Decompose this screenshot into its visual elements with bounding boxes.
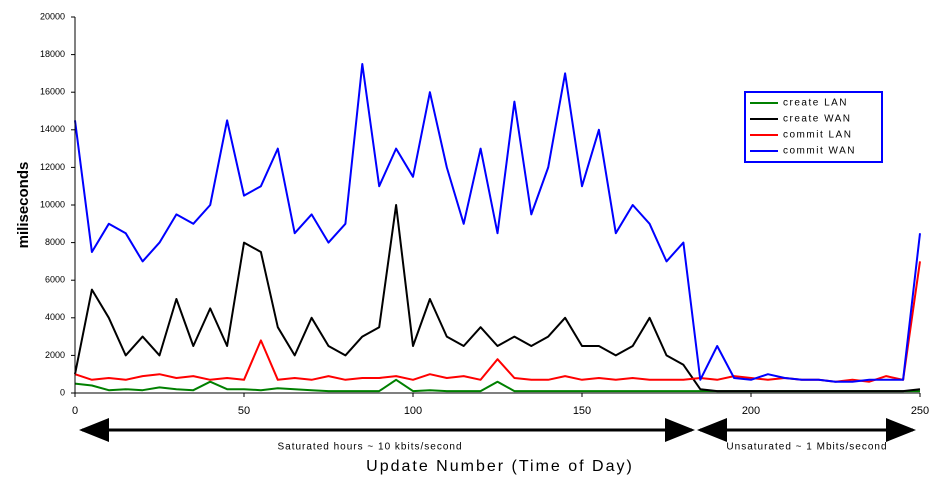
y-tick-label: 8000 <box>45 237 65 247</box>
legend-label: create WAN <box>783 114 852 125</box>
x-tick-label: 50 <box>238 405 250 417</box>
x-tick-label: 100 <box>404 405 422 417</box>
y-tick-label: 16000 <box>40 87 65 97</box>
y-tick-label: 14000 <box>40 124 65 134</box>
series-line <box>74 261 921 383</box>
y-tick-label: 20000 <box>40 11 65 21</box>
x-axis-label: Update Number (Time of Day) <box>366 458 634 475</box>
legend-label: commit WAN <box>783 146 856 157</box>
y-tick-label: 18000 <box>40 49 65 59</box>
legend-label: commit LAN <box>783 130 852 141</box>
y-tick-label: 6000 <box>45 275 65 285</box>
y-tick-label: 0 <box>60 387 65 397</box>
x-tick-label: 200 <box>742 405 760 417</box>
y-tick-label: 2000 <box>45 350 65 360</box>
series-line <box>74 63 921 383</box>
series-line <box>74 378 920 393</box>
plot-area <box>74 63 921 393</box>
y-tick-label: 12000 <box>40 162 65 172</box>
y-axis-label: miliseconds <box>15 162 32 249</box>
y-tick-label: 4000 <box>45 312 65 322</box>
legend-label: create LAN <box>783 98 848 109</box>
x-tick-label: 150 <box>573 405 591 417</box>
series-line <box>74 204 921 393</box>
x-tick-label: 0 <box>72 405 78 417</box>
y-tick-label: 10000 <box>40 199 65 209</box>
annotation: Saturated hours ~ 10 kbits/second <box>277 442 462 453</box>
annotation: Unsaturated ~ 1 Mbits/second <box>726 442 887 453</box>
x-tick-label: 250 <box>911 405 929 417</box>
